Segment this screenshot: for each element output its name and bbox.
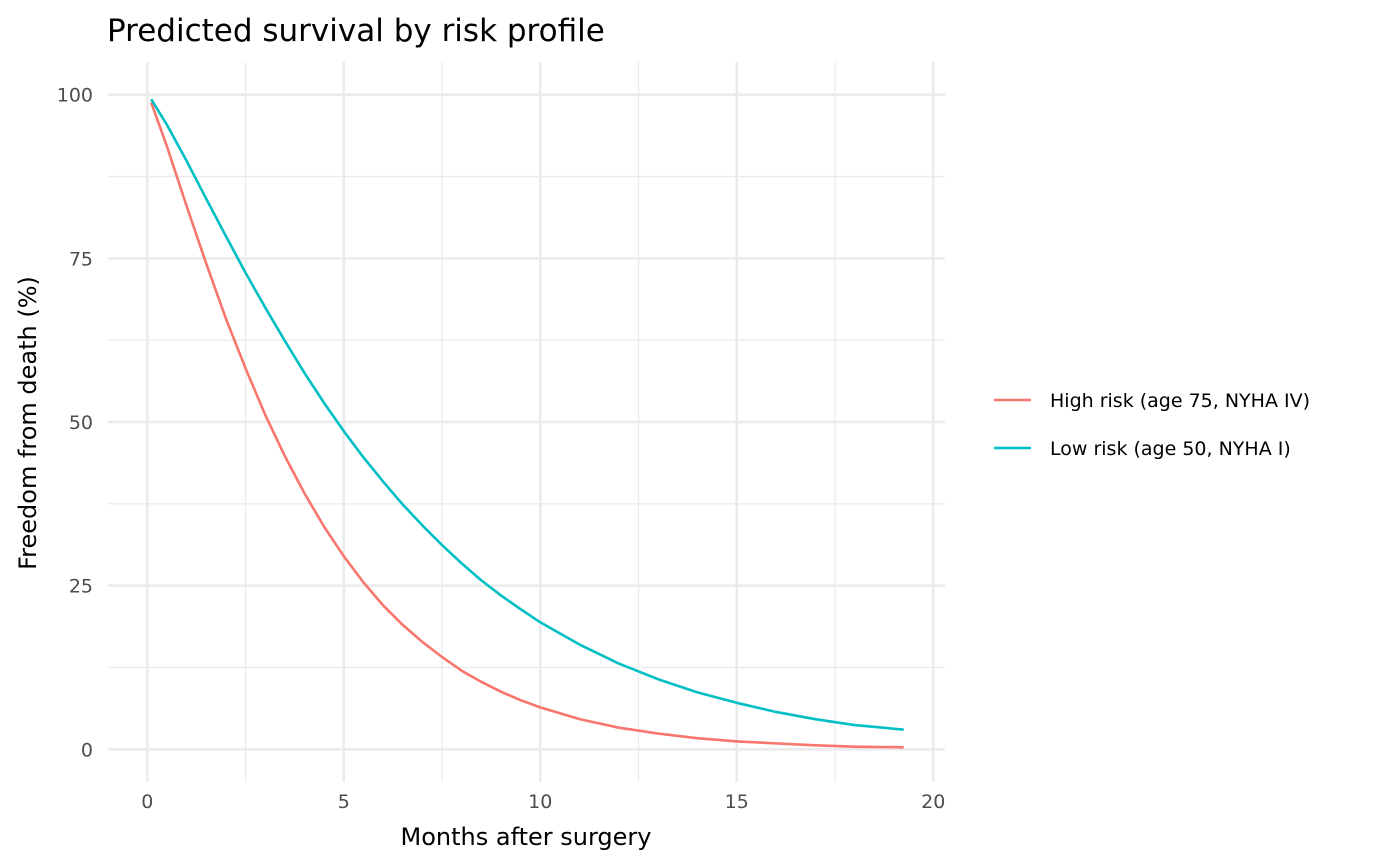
y-axis-tick-labels: 0 25 50 75 100 <box>57 85 93 762</box>
major-gridlines <box>108 62 945 782</box>
series-line-low-risk <box>150 98 904 731</box>
y-tick-label: 75 <box>69 248 93 270</box>
x-tick-label: 15 <box>725 791 749 813</box>
x-tick-label: 10 <box>528 791 552 813</box>
chart-title: Predicted survival by risk profile <box>107 13 605 49</box>
y-axis-title: Freedom from death (%) <box>14 276 42 570</box>
series-lines <box>150 98 904 749</box>
legend: High risk (age 75, NYHA IV) Low risk (age… <box>994 390 1310 460</box>
y-tick-label: 100 <box>57 85 93 107</box>
y-tick-label: 50 <box>69 412 93 434</box>
y-tick-label: 0 <box>81 739 93 761</box>
x-tick-label: 0 <box>141 791 153 813</box>
x-axis-tick-labels: 0 5 10 15 20 <box>141 791 945 813</box>
x-tick-label: 5 <box>338 791 350 813</box>
y-tick-label: 25 <box>69 576 93 598</box>
legend-label-low-risk: Low risk (age 50, NYHA I) <box>1050 438 1291 460</box>
x-tick-label: 20 <box>921 791 945 813</box>
series-line-high-risk <box>150 102 904 749</box>
minor-gridlines <box>108 62 945 782</box>
legend-label-high-risk: High risk (age 75, NYHA IV) <box>1050 390 1310 412</box>
x-axis-title: Months after surgery <box>401 823 652 851</box>
